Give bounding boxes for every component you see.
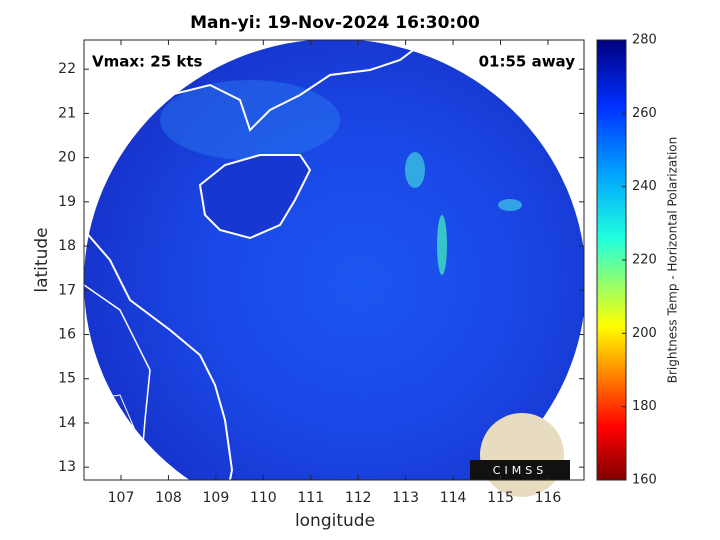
- y-tick-label: 21: [58, 105, 76, 121]
- logo-text: CIMSS: [493, 464, 547, 477]
- vmax: Vmax: 25 kts: [92, 53, 202, 71]
- x-tick-label: 114: [440, 490, 467, 506]
- x-label: longitude: [295, 511, 375, 531]
- colorbar-tick-label: 220: [632, 253, 657, 268]
- border: [84, 394, 136, 480]
- colorbar-tick-label: 280: [632, 33, 657, 48]
- y-tick-label: 16: [58, 327, 76, 343]
- x-tick-label: 107: [108, 490, 135, 506]
- colorbar-tick-label: 260: [632, 106, 657, 121]
- map: [84, 40, 584, 480]
- coastline: [84, 229, 234, 480]
- coastline: [84, 40, 441, 132]
- x-tick-label: 115: [487, 490, 514, 506]
- logo-circle: [480, 413, 564, 497]
- colorbar-tick-label: 200: [632, 326, 657, 341]
- x-tick-label: 108: [155, 490, 182, 506]
- y-tick-label: 13: [58, 459, 76, 475]
- y-tick-label: 15: [58, 371, 76, 387]
- x-tick-label: 112: [345, 490, 372, 506]
- x-tick-label: 111: [297, 490, 324, 506]
- satellite-swath: [84, 40, 584, 480]
- y-tick-label: 20: [58, 150, 76, 166]
- convection: [498, 199, 522, 211]
- axes-box: [83, 39, 585, 481]
- colorbar: [596, 39, 627, 481]
- colorbar-tick-label: 240: [632, 179, 657, 194]
- x-tick-label: 110: [250, 490, 277, 506]
- logo-band: [470, 460, 570, 480]
- warm-region: [160, 80, 340, 160]
- colorbar-label: Brightness Temp - Horizontal Polarizatio…: [666, 137, 680, 384]
- y-tick-label: 14: [58, 415, 76, 431]
- x-tick-label: 113: [392, 490, 419, 506]
- convection: [405, 152, 425, 188]
- time-away: 01:55 away: [479, 53, 576, 71]
- title: Man-yi: 19-Nov-2024 16:30:00: [190, 13, 480, 33]
- convection: [437, 215, 447, 275]
- x-tick-label: 109: [203, 490, 230, 506]
- y-tick-label: 19: [58, 194, 76, 210]
- hainan: [198, 154, 312, 240]
- border: [84, 284, 151, 480]
- y-label: latitude: [32, 227, 52, 292]
- colorbar-tick-label: 180: [632, 399, 657, 414]
- colorbar-tick-label: 160: [632, 473, 657, 488]
- y-tick-label: 22: [58, 61, 76, 77]
- x-tick-label: 116: [535, 490, 562, 506]
- y-tick-label: 17: [58, 282, 76, 298]
- y-tick-label: 18: [58, 238, 76, 254]
